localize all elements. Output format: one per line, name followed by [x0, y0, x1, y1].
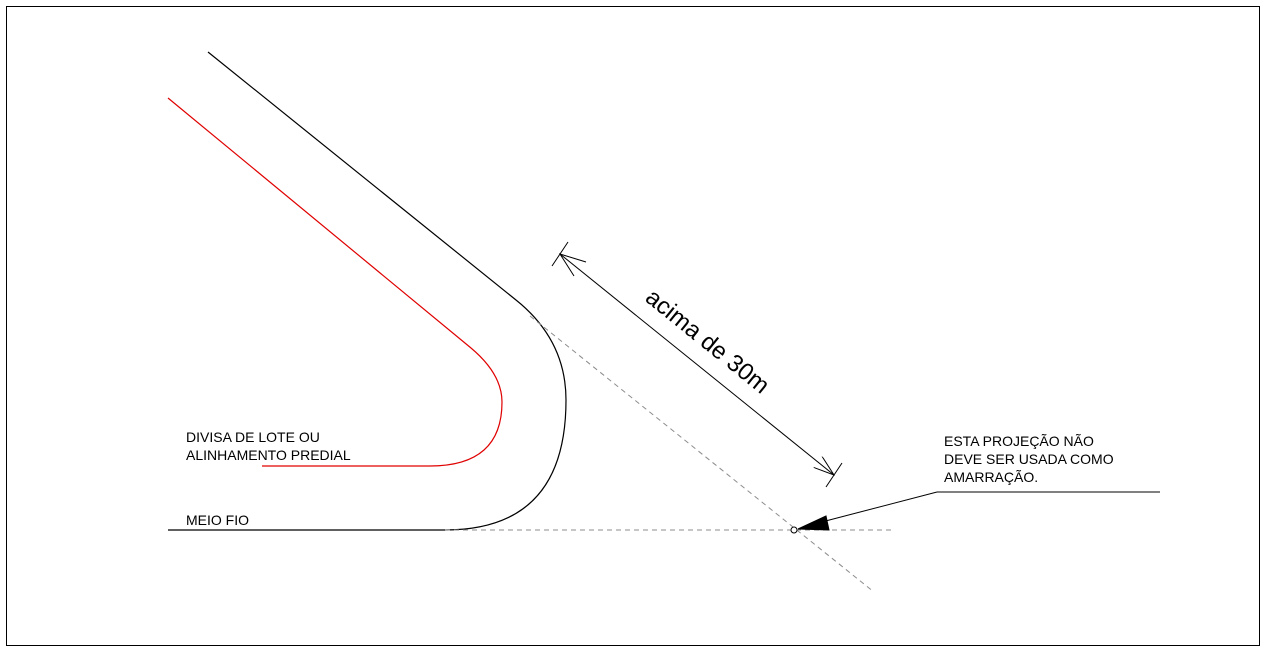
note-line-2: DEVE SER USADA COMO: [944, 451, 1114, 467]
curb-line: [168, 51, 567, 531]
intersection-point: [790, 526, 798, 534]
lot-line: [167, 97, 503, 467]
dimension-line: [559, 253, 834, 475]
projection-diagonal: [529, 315, 875, 593]
lot-line-label-2: ALINHAMENTO PREDIAL: [186, 447, 351, 463]
dimension-arrow-start-icon: [558, 253, 587, 277]
note-line-1: ESTA PROJEÇÃO NÃO: [944, 433, 1094, 449]
lot-line-label-1: DIVISA DE LOTE OU: [186, 429, 320, 445]
note-line-3: AMARRAÇÃO.: [944, 469, 1038, 485]
curb-label: MEIO FIO: [186, 512, 249, 528]
leader-line: [813, 491, 938, 525]
leader-arrow-icon: [797, 515, 830, 531]
dimension-text: acima de 30m: [640, 284, 774, 400]
